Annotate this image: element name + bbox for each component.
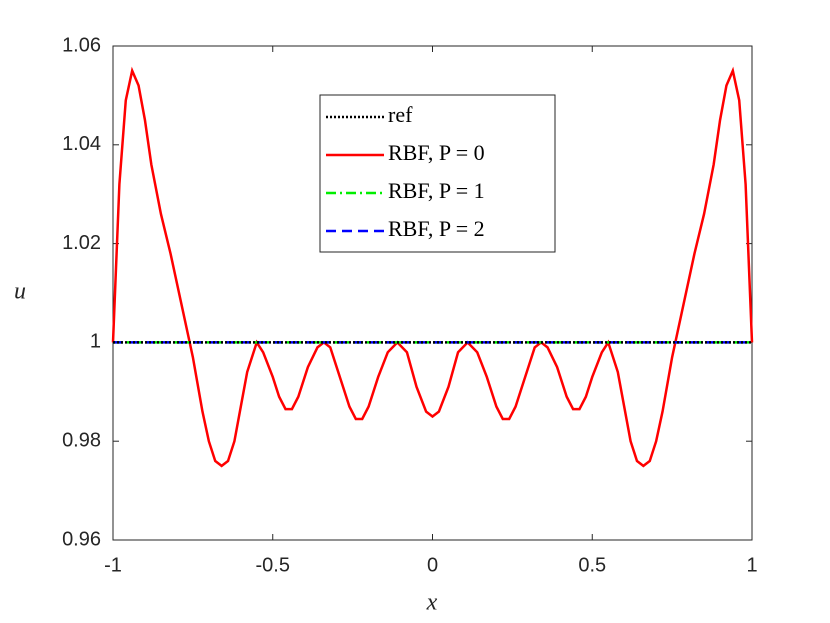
legend-label: RBF, P = 2 [388,216,485,241]
legend-label: RBF, P = 0 [388,140,485,165]
y-tick-label: 0.96 [62,528,101,550]
x-tick-label: -0.5 [256,554,290,576]
y-axis-label: u [14,279,26,305]
x-tick-label: -1 [104,554,122,576]
legend-label: RBF, P = 1 [388,178,485,203]
y-tick-label: 1.06 [62,34,101,56]
y-tick-label: 1.02 [62,232,101,254]
legend-box [319,94,556,253]
x-tick-label: 0 [427,554,438,576]
series-line [111,66,754,468]
y-tick-label: 0.98 [62,429,101,451]
legend-label: ref [388,102,413,127]
x-tick-label: 0.5 [578,554,606,576]
x-tick-label: 1 [746,554,757,576]
y-tick-label: 1.04 [62,133,101,155]
y-tick-label: 1 [90,331,101,353]
x-axis-label: x [426,590,438,616]
